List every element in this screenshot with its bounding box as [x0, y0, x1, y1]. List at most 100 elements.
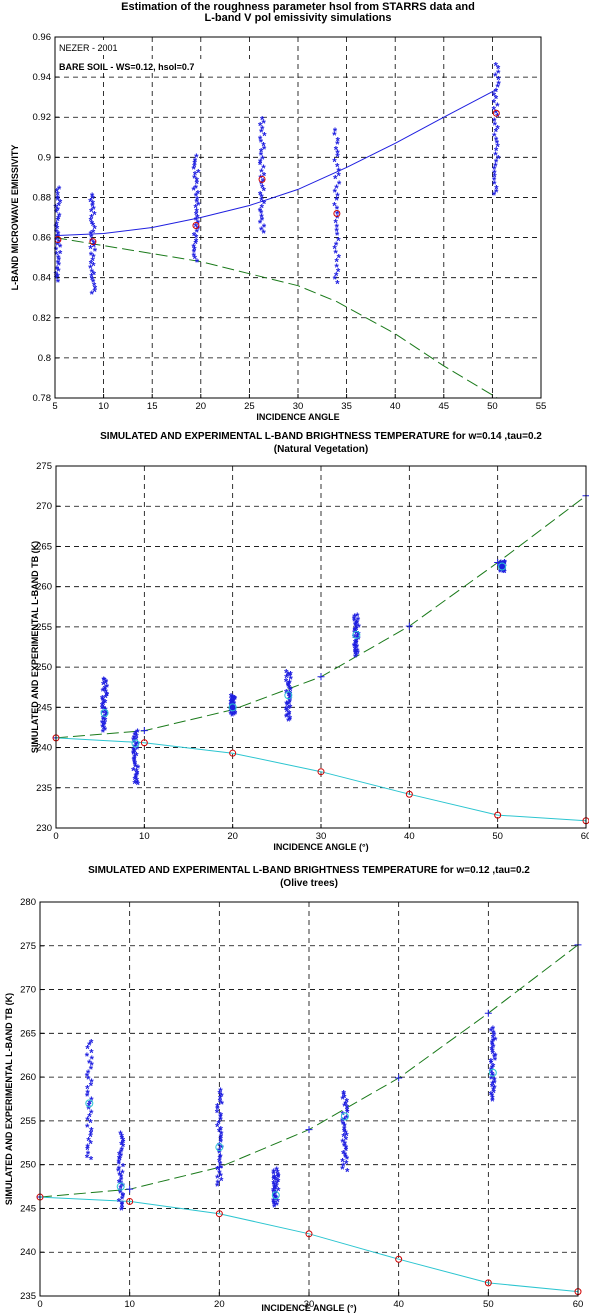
star-marker: * [232, 710, 237, 722]
star-marker: * [287, 703, 292, 715]
star-marker: * [92, 210, 97, 222]
star-marker: * [288, 671, 293, 683]
star-marker: * [89, 259, 94, 271]
star-marker: * [54, 245, 59, 257]
star-marker: * [498, 565, 503, 577]
star-marker: * [89, 1081, 94, 1093]
star-marker: * [121, 1142, 126, 1154]
star-marker: * [230, 711, 235, 723]
star-marker: * [286, 716, 291, 728]
star-marker: * [194, 191, 199, 203]
star-marker: * [118, 1186, 123, 1198]
star-marker: * [56, 229, 61, 241]
star-marker: * [89, 1108, 94, 1120]
star-marker: * [259, 173, 264, 185]
star-marker: * [261, 163, 266, 175]
y-tick-label: 280 [20, 897, 36, 908]
star-marker: * [216, 1118, 221, 1130]
star-marker: * [195, 194, 200, 206]
star-marker: * [193, 253, 198, 265]
star-marker: * [102, 675, 107, 687]
star-marker: * [499, 565, 504, 577]
y-tick-label: 270 [20, 985, 36, 996]
star-marker: * [91, 227, 96, 239]
mean-marker [492, 109, 500, 117]
star-marker: * [342, 1092, 347, 1104]
star-marker: * [229, 706, 234, 718]
x-tick-label: 0 [37, 1299, 42, 1310]
star-marker: * [117, 1153, 122, 1165]
star-marker: * [492, 168, 497, 180]
star-marker: * [56, 277, 61, 289]
star-marker: * [286, 680, 291, 692]
star-marker: * [85, 1122, 90, 1134]
star-marker: * [91, 256, 96, 268]
star-marker: * [342, 1126, 347, 1138]
star-marker: * [56, 266, 61, 278]
star-marker: * [232, 705, 237, 717]
y-axis-label: SIMULATED AND EXPERIMENTAL L-BAND TB (K) [4, 993, 14, 1205]
star-marker: * [260, 202, 265, 214]
star-marker: * [492, 164, 497, 176]
x-tick-label: 20 [196, 401, 207, 412]
star-marker: * [272, 1173, 277, 1185]
star-marker: * [117, 1159, 122, 1171]
star-marker: * [288, 715, 293, 727]
star-marker: * [101, 686, 106, 698]
star-marker: * [219, 1175, 224, 1187]
star-marker: * [343, 1152, 348, 1164]
star-marker: * [195, 179, 200, 191]
star-marker: * [89, 1064, 94, 1076]
star-marker: * [354, 638, 359, 650]
y-tick-label: 235 [20, 1291, 36, 1302]
star-marker: * [132, 757, 137, 769]
star-marker: * [121, 1190, 126, 1202]
star-marker: * [194, 210, 199, 222]
star-marker: * [354, 628, 359, 640]
star-marker: * [194, 183, 199, 195]
y-axis-label: L-BAND MICROWAVE EMISSIVITY [10, 145, 20, 291]
star-marker: * [100, 694, 105, 706]
mean-marker [89, 238, 97, 246]
star-marker: * [276, 1171, 281, 1183]
star-marker: * [335, 230, 340, 242]
star-marker: * [58, 197, 63, 209]
star-marker: * [219, 1163, 224, 1175]
series-line [39, 1196, 579, 1293]
star-marker: * [194, 152, 199, 164]
star-marker: * [272, 1167, 277, 1179]
star-marker: * [55, 193, 60, 205]
star-marker: * [490, 1045, 495, 1057]
star-marker: * [92, 269, 97, 281]
y-tick-label: 0.96 [33, 32, 52, 43]
star-marker: * [56, 213, 61, 225]
star-marker: * [262, 199, 267, 211]
star-marker: * [288, 686, 293, 698]
star-marker: * [192, 159, 197, 171]
star-marker: * [195, 213, 200, 225]
star-marker: * [93, 284, 98, 296]
star-marker: * [102, 685, 107, 697]
star-marker: * [216, 1178, 221, 1190]
star-marker: * [489, 1065, 494, 1077]
star-marker: * [495, 82, 500, 94]
star-marker: * [490, 1079, 495, 1091]
star-marker: * [258, 121, 263, 133]
star-marker: * [54, 208, 59, 220]
star-marker: * [219, 1171, 224, 1183]
star-marker: * [117, 1170, 122, 1182]
star-marker: * [192, 162, 197, 174]
star-marker: * [354, 622, 359, 634]
star-marker: * [273, 1192, 278, 1204]
star-marker: * [354, 625, 359, 637]
y-tick-label: 245 [36, 702, 52, 713]
star-marker: * [215, 1101, 220, 1113]
star-marker: * [85, 1051, 90, 1063]
y-tick-label: 0.9 [38, 152, 51, 163]
star-marker: * [345, 1113, 350, 1125]
star-marker: * [120, 1133, 125, 1145]
star-marker: * [262, 170, 267, 182]
star-marker: * [91, 252, 96, 264]
circle-marker [484, 1279, 492, 1287]
star-marker: * [353, 647, 358, 659]
